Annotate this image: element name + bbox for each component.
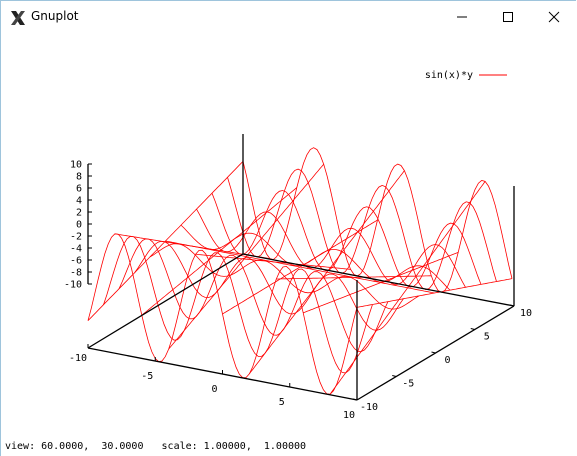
z-tick-label: -6: [70, 256, 82, 267]
x-tick-label: -5: [141, 371, 153, 382]
x-tick-label: 5: [279, 397, 285, 408]
z-tick-label: -2: [70, 232, 82, 243]
minimize-icon: [457, 16, 467, 18]
plot-area[interactable]: 10 8 6 4 2 0 -2 -4 -6 -8 -10 -10 -5 0 5 10 -10 -5 0 5 10 sin…: [1, 34, 577, 439]
isoline-x: [87, 161, 244, 321]
x-tick-label: 0: [211, 384, 217, 395]
z-tick-label: 0: [76, 220, 82, 231]
y-tick-label: 0: [444, 355, 450, 366]
isoline-x: [356, 278, 513, 308]
isoline-x: [329, 181, 486, 395]
z-tick-label: 4: [76, 196, 82, 207]
isoline-x: [168, 163, 325, 350]
y-tick-label: -5: [402, 379, 414, 390]
z-tick-label: 2: [76, 208, 82, 219]
y-tick-label: -10: [360, 402, 378, 413]
close-icon: [548, 11, 560, 23]
z-tick-label: 6: [76, 184, 82, 195]
z-tick-label: 8: [76, 172, 82, 183]
base-edge-left: [87, 253, 244, 349]
maximize-button[interactable]: [485, 1, 531, 33]
legend: sin(x)*y: [425, 70, 507, 81]
z-tick-label: -10: [64, 280, 82, 291]
isoline-x: [222, 219, 378, 315]
z-tick-label: -8: [70, 268, 82, 279]
isoline-x: [303, 252, 459, 314]
y-tick-mark: [392, 375, 397, 377]
z-tick-label: 10: [70, 160, 82, 171]
y-tick-mark: [431, 351, 436, 354]
x-tick-label: 10: [343, 410, 355, 421]
isoline-x: [276, 275, 432, 280]
y-tick-mark: [509, 304, 515, 307]
base-edge-back: [242, 253, 515, 307]
y-tick-mark: [352, 398, 358, 401]
legend-label: sin(x)*y: [425, 70, 473, 81]
isoline-x: [249, 170, 405, 375]
close-button[interactable]: [531, 1, 577, 33]
y-tick-mark: [470, 328, 475, 330]
x-tick-label: -10: [69, 353, 87, 364]
maximize-icon: [503, 12, 513, 22]
z-tick-label: -4: [70, 244, 82, 255]
status-line: view: 60.0000, 30.0000 scale: 1.00000, 1…: [5, 441, 307, 452]
isoline-x: [141, 187, 298, 316]
minimize-button[interactable]: [439, 1, 485, 33]
isoline-x: [195, 253, 351, 270]
window-title: Gnuplot: [31, 9, 79, 23]
gnuplot-x-icon: [9, 9, 27, 27]
y-tick-label: 5: [484, 332, 490, 343]
surface-mesh: [87, 147, 513, 395]
title-bar[interactable]: Gnuplot: [1, 1, 577, 33]
y-tick-label: 10: [520, 308, 532, 319]
